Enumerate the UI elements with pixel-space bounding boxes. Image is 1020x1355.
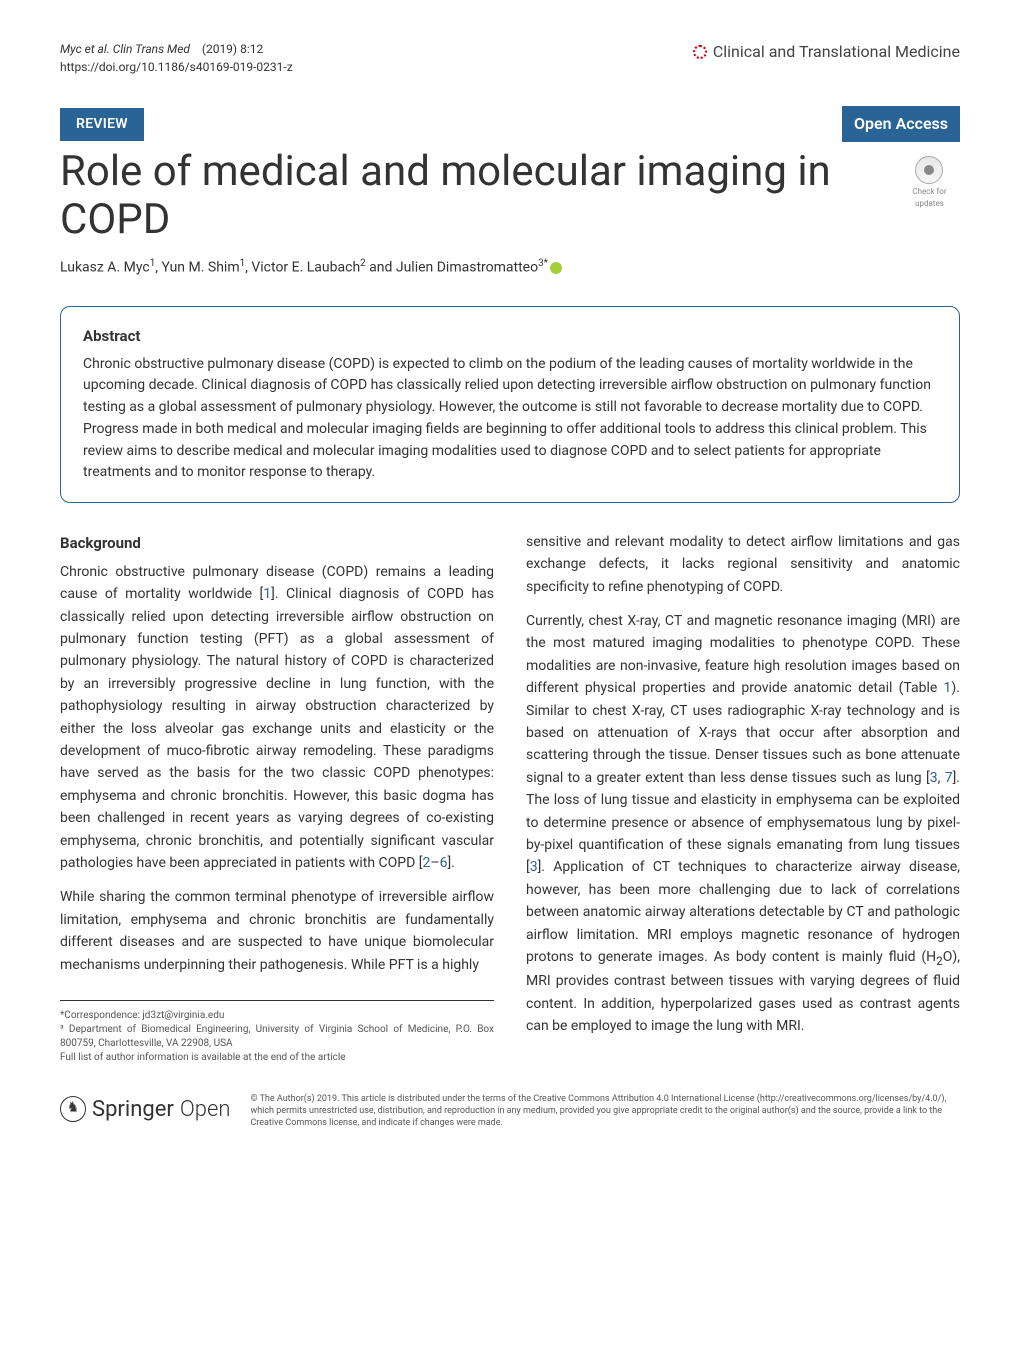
page-header: Myc et al. Clin Trans Med (2019) 8:12 ht… bbox=[60, 40, 960, 76]
authors-line: Lukasz A. Myc1, Yun M. Shim1, Victor E. … bbox=[60, 257, 960, 279]
right-column: sensitive and relevant modality to detec… bbox=[526, 531, 960, 1065]
abstract-text: Chronic obstructive pulmonary disease (C… bbox=[83, 354, 937, 484]
crossmark-icon bbox=[915, 156, 943, 184]
correspondence: *Correspondence: jd3zt@virginia.edu bbox=[60, 1009, 494, 1023]
journal-logo-icon bbox=[693, 45, 707, 59]
title-row: Role of medical and molecular imaging in… bbox=[60, 148, 960, 257]
springer-word: Springer bbox=[92, 1093, 174, 1126]
springer-open-logo: SpringerOpen bbox=[60, 1093, 230, 1126]
citation-authors: Myc et al. Clin Trans Med bbox=[60, 42, 190, 56]
open-word: Open bbox=[180, 1093, 231, 1126]
background-heading: Background bbox=[60, 531, 494, 555]
badge-bar: REVIEW Open Access bbox=[60, 106, 960, 142]
body-p4: Currently, chest X-ray, CT and magnetic … bbox=[526, 610, 960, 1038]
license-text: © The Author(s) 2019. This article is di… bbox=[250, 1093, 960, 1129]
abstract-heading: Abstract bbox=[83, 325, 937, 348]
body-p1: Chronic obstructive pulmonary disease (C… bbox=[60, 561, 494, 874]
full-list: Full list of author information is avail… bbox=[60, 1051, 494, 1065]
ref-link[interactable]: 1 bbox=[263, 586, 271, 602]
springer-horse-icon bbox=[60, 1096, 86, 1122]
ref-link[interactable]: 3 bbox=[930, 770, 938, 786]
affiliation: ³ Department of Biomedical Engineering, … bbox=[60, 1023, 494, 1051]
ref-link[interactable]: 1 bbox=[944, 680, 952, 696]
check-updates-label: Check for updates bbox=[912, 187, 946, 208]
open-access-badge: Open Access bbox=[842, 106, 960, 142]
body-columns: Background Chronic obstructive pulmonary… bbox=[60, 531, 960, 1065]
journal-title: Clinical and Translational Medicine bbox=[693, 40, 960, 64]
footnotes: *Correspondence: jd3zt@virginia.edu ³ De… bbox=[60, 1000, 494, 1065]
doi-link[interactable]: https://doi.org/10.1186/s40169-019-0231-… bbox=[60, 60, 293, 74]
page-footer: SpringerOpen © The Author(s) 2019. This … bbox=[60, 1093, 960, 1129]
ref-link[interactable]: 2 bbox=[423, 855, 431, 871]
ref-link[interactable]: 6 bbox=[440, 855, 448, 871]
journal-name: Clinical and Translational Medicine bbox=[713, 40, 960, 64]
orcid-icon[interactable] bbox=[550, 262, 562, 274]
ref-link[interactable]: 7 bbox=[945, 770, 953, 786]
ref-link[interactable]: 3 bbox=[530, 859, 538, 875]
review-badge: REVIEW bbox=[60, 108, 144, 141]
article-title: Role of medical and molecular imaging in… bbox=[60, 148, 899, 245]
citation-block: Myc et al. Clin Trans Med (2019) 8:12 ht… bbox=[60, 40, 293, 76]
body-p2: While sharing the common terminal phenot… bbox=[60, 886, 494, 976]
citation-year-vol: (2019) 8:12 bbox=[202, 42, 263, 56]
check-updates-button[interactable]: Check for updates bbox=[899, 148, 960, 210]
body-p3: sensitive and relevant modality to detec… bbox=[526, 531, 960, 598]
abstract-box: Abstract Chronic obstructive pulmonary d… bbox=[60, 306, 960, 503]
left-column: Background Chronic obstructive pulmonary… bbox=[60, 531, 494, 1065]
